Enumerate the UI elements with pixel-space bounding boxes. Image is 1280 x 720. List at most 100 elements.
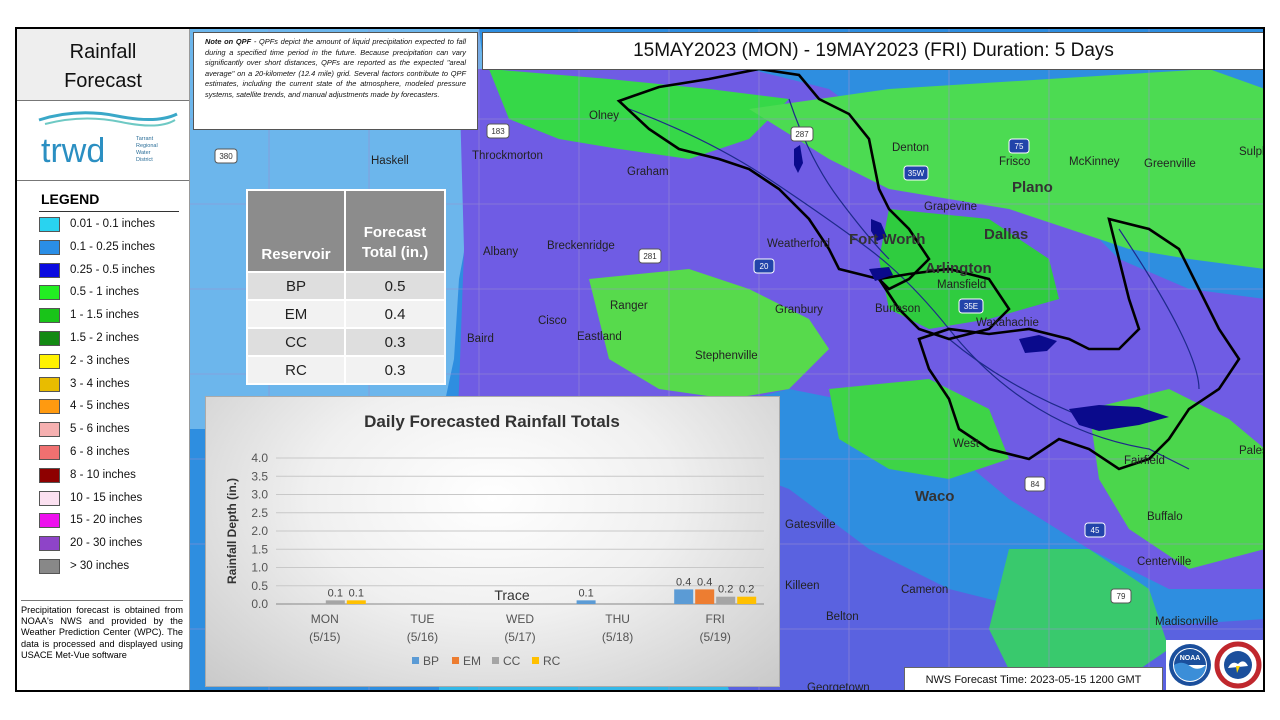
chart-legend-swatch: [452, 657, 459, 664]
chart-legend-swatch: [492, 657, 499, 664]
noaa-logo-text: NOAA: [1180, 655, 1201, 662]
nws-logo: [1214, 641, 1262, 689]
legend-swatch: [39, 513, 60, 529]
highway-shield-287: 287: [790, 126, 814, 142]
bar-rc: [737, 596, 757, 604]
city-haskell: Haskell: [371, 155, 409, 167]
title-line-2: Forecast: [64, 70, 142, 92]
data-label: 0.1: [578, 587, 593, 599]
svg-text:84: 84: [1031, 480, 1040, 489]
city-arlington: Arlington: [925, 260, 992, 277]
legend-label: 0.25 - 0.5 inches: [70, 263, 156, 276]
qpf-note: Note on QPF - QPFs depict the amount of …: [193, 32, 478, 130]
zone-green-se: [1089, 389, 1263, 569]
column-header-forecast-total: Forecast Total (in.): [344, 189, 446, 273]
highway-shield-380: 380: [214, 148, 238, 164]
y-axis-label: Rainfall Depth (in.): [225, 478, 239, 584]
agency-logos: NOAA: [1166, 640, 1263, 690]
legend-label: 6 - 8 inches: [70, 446, 130, 458]
bar-cc: [325, 600, 345, 604]
legend-swatch: [39, 262, 60, 278]
city-stephenville: Stephenville: [695, 350, 758, 362]
bar-em: [695, 589, 715, 604]
chart-legend-label: BP: [423, 654, 439, 668]
column-header-reservoir: Reservoir: [246, 189, 346, 273]
legend-swatch: [39, 399, 60, 415]
data-label: 0.2: [739, 584, 754, 596]
legend-label: > 30 inches: [70, 560, 130, 572]
legend-label: 0.1 - 0.25 inches: [70, 240, 156, 253]
rainfall-map[interactable]: Olney Haskell Throckmorton Graham Denton…: [189, 29, 1265, 690]
legend-label: 5 - 6 inches: [70, 423, 130, 436]
qpf-note-body: - QPFs depict the amount of liquid preci…: [205, 37, 466, 99]
data-label: 0.4: [676, 576, 691, 588]
y-tick-label: 2.5: [251, 506, 268, 520]
svg-text:287: 287: [795, 130, 809, 139]
svg-text:35W: 35W: [908, 169, 925, 178]
reservoir-total: 0.4: [344, 299, 446, 329]
daily-rainfall-chart: Daily Forecasted Rainfall Totals Rainfall…: [205, 396, 780, 687]
legend-swatch: [39, 239, 60, 255]
city-waco: Waco: [915, 488, 954, 505]
x-category-date: (5/19): [700, 630, 731, 644]
city-denton: Denton: [892, 142, 929, 154]
noaa-logo: NOAA: [1169, 644, 1211, 686]
legend-swatch: [39, 353, 60, 369]
lakes: [794, 145, 1169, 431]
x-category-label: TUE: [410, 612, 434, 626]
city-greenville: Greenville: [1144, 158, 1196, 170]
chart-legend-label: CC: [503, 654, 521, 668]
logo-wordmark: trwd: [41, 132, 105, 170]
highway-shield-79: 79: [1110, 588, 1132, 604]
svg-text:183: 183: [491, 127, 505, 136]
chart-legend-swatch: [412, 657, 419, 664]
highway-shield-281: 281: [638, 248, 662, 264]
reservoir-total: 0.3: [344, 355, 446, 385]
city-mansfield: Mansfield: [937, 279, 986, 291]
legend-label: 10 - 15 inches: [70, 491, 143, 504]
main-frame: Olney Haskell Throckmorton Graham Denton…: [15, 27, 1265, 692]
x-category-label: WED: [506, 612, 534, 626]
city-palestine: Palestine: [1239, 445, 1265, 457]
watershed-boundaries: [616, 67, 1241, 471]
city-ranger: Ranger: [610, 300, 648, 312]
chart-legend-label: RC: [543, 654, 561, 668]
chart-svg: Daily Forecasted Rainfall Totals Rainfall…: [225, 412, 764, 668]
highway-shield-35e: 35E: [958, 298, 984, 314]
city-labels: Olney Haskell Throckmorton Graham Denton…: [371, 110, 1265, 690]
table-header-row: Reservoir Forecast Total (in.): [246, 189, 446, 273]
svg-text:380: 380: [219, 152, 233, 161]
legend-swatch: [39, 308, 60, 324]
zone-green-central: [589, 269, 829, 399]
city-grapevine: Grapevine: [924, 201, 977, 213]
legend-label: 20 - 30 inches: [70, 537, 143, 550]
city-gatesville: Gatesville: [785, 519, 836, 531]
bar-cc: [716, 596, 736, 604]
data-label: 0.1: [328, 587, 343, 599]
y-tick-label: 4.0: [251, 451, 268, 465]
reservoir-name: EM: [246, 299, 346, 329]
legend-swatch: [39, 445, 60, 460]
legend-swatch: [39, 559, 60, 574]
legend-label: 1.5 - 2 inches: [70, 332, 140, 344]
legend-swatch: [39, 376, 60, 392]
svg-text:281: 281: [643, 252, 657, 261]
city-mckinney: McKinney: [1069, 156, 1120, 168]
table-row: CC 0.3: [246, 327, 446, 357]
data-label: 0.1: [349, 587, 364, 599]
table-row: RC 0.3: [246, 355, 446, 385]
highway-shield-183: 183: [486, 123, 510, 139]
city-belton: Belton: [826, 611, 859, 623]
city-georgetown: Georgetown: [807, 682, 870, 690]
city-throckmorton: Throckmorton: [472, 150, 543, 162]
city-madisonville: Madisonville: [1155, 616, 1218, 628]
highway-shield-75: 75: [1008, 138, 1030, 154]
highway-shield-20: 20: [753, 258, 775, 274]
city-buffalo: Buffalo: [1147, 511, 1183, 523]
x-category-date: (5/15): [309, 630, 340, 644]
zone-green-north: [489, 69, 789, 159]
city-plano: Plano: [1012, 179, 1053, 196]
city-olney: Olney: [589, 110, 619, 122]
y-tick-label: 1.5: [251, 542, 268, 556]
page-title: Rainfall Forecast: [17, 29, 189, 101]
